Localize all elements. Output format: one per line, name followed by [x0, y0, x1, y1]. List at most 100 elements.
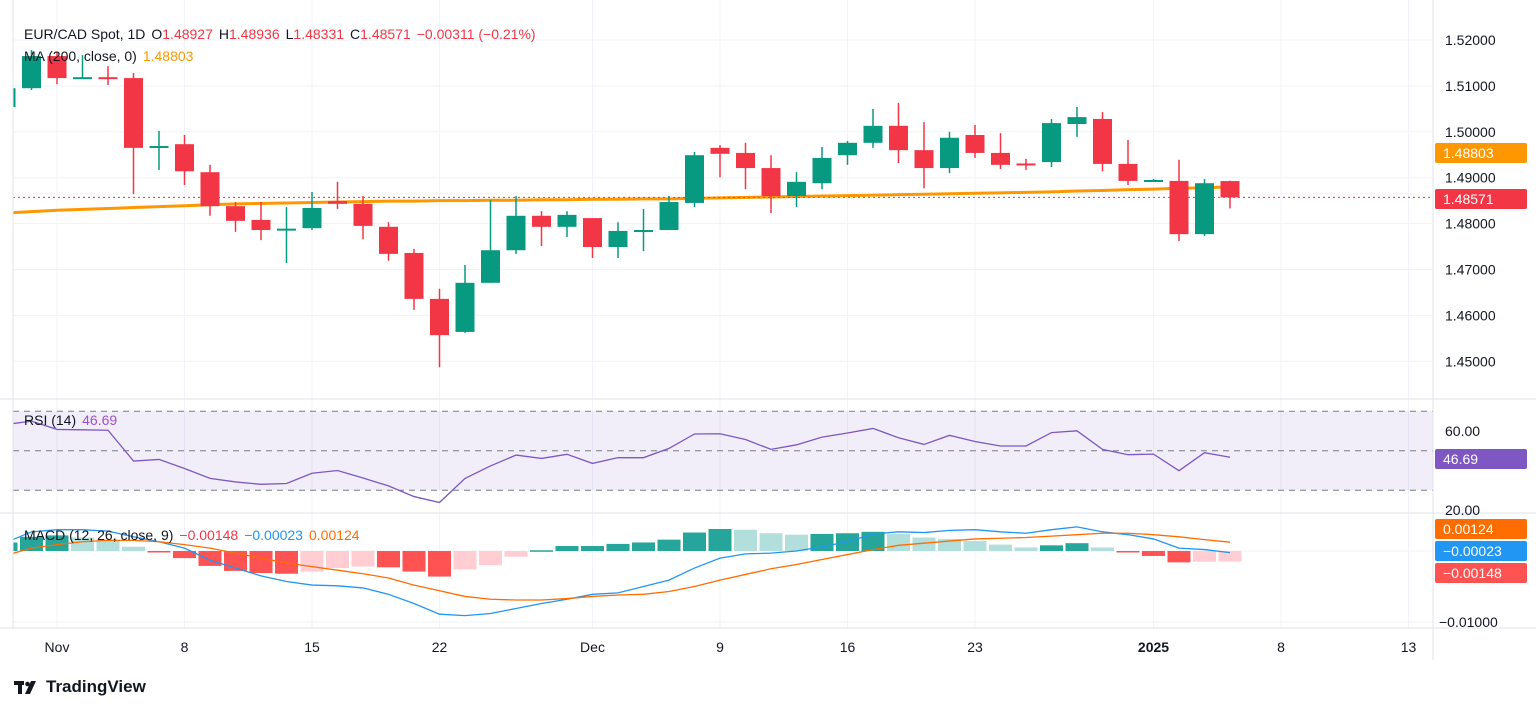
candle [251, 202, 271, 241]
macd-histogram-bar [96, 539, 120, 551]
candle [685, 151, 704, 208]
candle-body [659, 202, 679, 231]
candle-body [608, 230, 628, 248]
candle [1220, 180, 1240, 209]
macd-histogram-bar [1142, 551, 1165, 556]
macd-histogram-bar [479, 551, 502, 566]
candle [557, 211, 577, 237]
ma-price-badge-bg [1435, 143, 1527, 163]
candle-body [506, 215, 526, 251]
macd-histogram-bar [300, 551, 324, 572]
candle [1144, 179, 1163, 182]
candle-body [1042, 123, 1061, 163]
candle [302, 191, 322, 231]
macd-histogram-bar [13, 542, 18, 551]
candle-body [965, 135, 985, 153]
candle-body [149, 146, 169, 149]
candle [787, 172, 806, 208]
macd-histogram-bar [453, 551, 477, 570]
macd-histogram-bar [198, 551, 222, 566]
candle-body [557, 214, 577, 227]
candle [73, 55, 92, 80]
symbol-title[interactable]: EUR/CAD Spot, 1D [24, 26, 146, 42]
rsi-label[interactable]: RSI (14) [24, 412, 77, 428]
brand-name: TradingView [46, 677, 146, 696]
time-tick-label: Nov [45, 639, 70, 655]
candle-body [1016, 163, 1036, 166]
candle-body [736, 152, 755, 169]
macd-histogram-bar [861, 531, 885, 551]
price-tick-label: 1.49000 [1445, 170, 1496, 186]
rsi-pane [13, 410, 1433, 504]
ma-label[interactable]: MA (200, close, 0) [24, 48, 137, 64]
macd-histogram-bar [632, 542, 655, 551]
candle [481, 200, 500, 283]
candle-body [251, 219, 271, 231]
candle [379, 222, 398, 261]
macd-histogram-badge-bg [1435, 563, 1527, 583]
candle [22, 50, 41, 91]
candle [47, 51, 67, 85]
price-tick-label: 1.45000 [1445, 353, 1496, 369]
low-label: L [285, 26, 294, 42]
macd-signal-badge: 0.00124 [1435, 519, 1527, 539]
grid-lines [13, 0, 1433, 628]
ohlc-legend: EUR/CAD Spot, 1D O1.48927 H1.48936 L1.48… [24, 26, 536, 42]
macd-histogram-bar [1116, 551, 1140, 553]
macd-histogram-bar [402, 551, 426, 572]
macd-histogram-bar [989, 544, 1012, 551]
candle [328, 181, 347, 209]
candle-body [863, 125, 883, 143]
candle [506, 196, 526, 254]
candle-body [430, 298, 449, 336]
macd-hist-value: −0.00148 [179, 527, 239, 543]
price-tick-label: 1.47000 [1445, 262, 1496, 278]
ma-price-badge: 1.48803 [1435, 143, 1527, 163]
candle [608, 222, 628, 259]
candle [634, 208, 653, 252]
time-tick-label: 22 [432, 639, 448, 655]
candle-body [353, 203, 373, 226]
open-value: 1.48927 [162, 26, 213, 42]
candle-body [710, 147, 730, 154]
high-label: H [218, 26, 229, 42]
ma200-line [13, 185, 1231, 215]
rsi-value-badge-text: 46.69 [1443, 451, 1478, 467]
candle [226, 202, 245, 232]
open-label: O [151, 26, 163, 42]
candle-body [532, 215, 551, 227]
candle [736, 142, 755, 190]
ma-legend: MA (200, close, 0) 1.48803 [24, 48, 193, 64]
candle-body [73, 77, 92, 80]
macd-signal-line [13, 532, 1231, 601]
macd-macd-badge: −0.00023 [1435, 541, 1527, 561]
macd-histogram-bar [377, 551, 400, 568]
candle [1195, 179, 1214, 236]
macd-macd-badge-bg [1435, 541, 1527, 561]
time-tick-label: 13 [1401, 639, 1417, 655]
rsi-value: 46.69 [82, 412, 118, 428]
macd-histogram-bar [1040, 545, 1063, 551]
last-price-badge: 1.48571 [1435, 189, 1527, 209]
price-tick-label: 1.46000 [1445, 307, 1496, 323]
close-label: C [350, 26, 361, 42]
candle [710, 145, 730, 178]
candle-body [328, 201, 347, 204]
candle-body [1093, 118, 1112, 164]
rsi-value-badge-bg [1435, 449, 1527, 469]
macd-label[interactable]: MACD (12, 26, close, 9) [24, 527, 174, 543]
time-tick-label: 23 [967, 639, 983, 655]
candle [98, 66, 118, 85]
candle-body [124, 78, 143, 148]
tradingview-logo[interactable]: TradingView [14, 677, 146, 697]
macd-histogram-bar [122, 546, 145, 551]
close-value: 1.48571 [360, 26, 411, 42]
rsi-legend: RSI (14) 46.69 [24, 412, 117, 428]
candle [914, 122, 934, 189]
macd-histogram-bar [275, 551, 298, 574]
candle [13, 88, 16, 108]
candle [455, 264, 475, 333]
price-tick-label: 1.50000 [1445, 124, 1496, 140]
time-tick-label: 15 [304, 639, 320, 655]
